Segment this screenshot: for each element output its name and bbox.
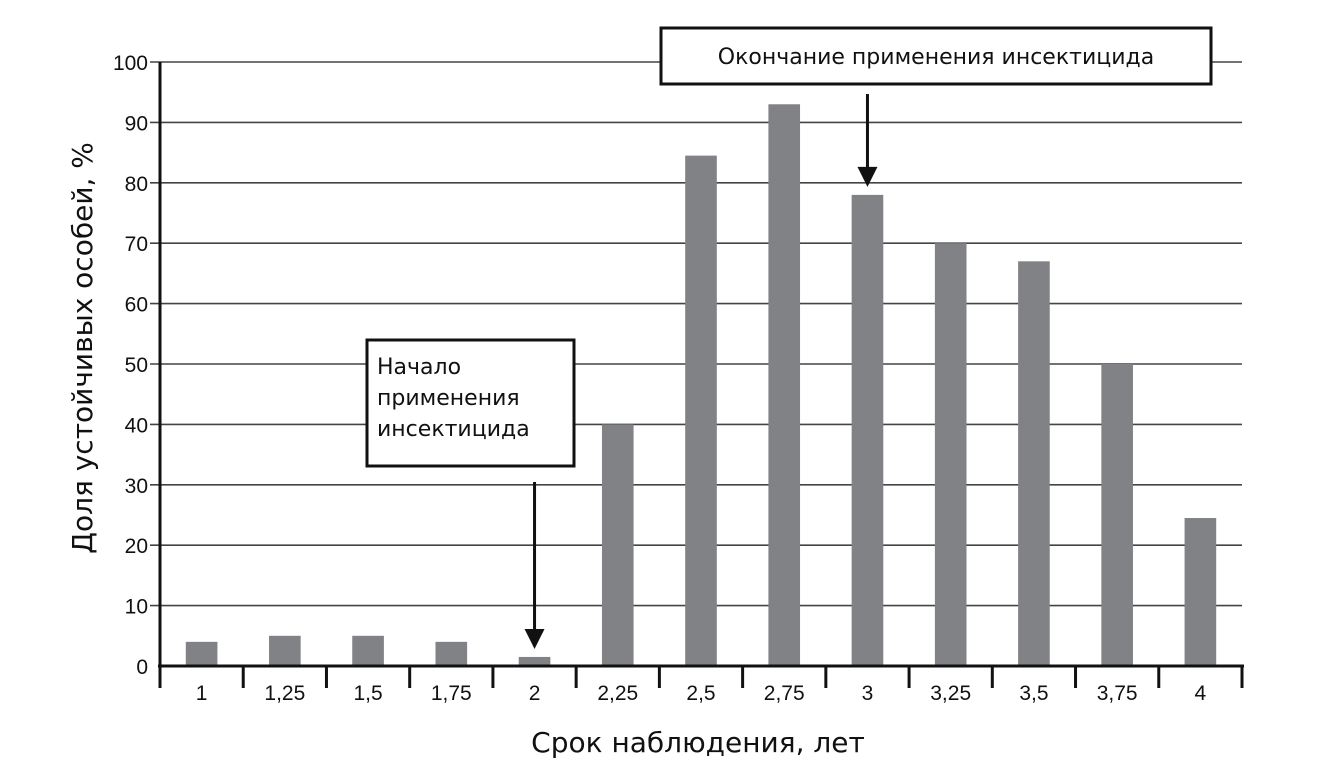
y-tick-labels: 0 10 20 30 40 50 60 70 80 90 100: [113, 52, 148, 679]
annotation-box: [659, 26, 1213, 86]
bars: [185, 104, 1217, 666]
x-tick-label: 3: [862, 682, 874, 705]
x-tick-labels: 1 1,25 1,5 1,75 2 2,25 2,5 2,75 3 3,25 3,5 3,75 4: [196, 682, 1207, 705]
x-tick-label: 3,5: [1019, 682, 1048, 705]
bar: [851, 194, 884, 666]
bar: [352, 635, 384, 666]
bar: [685, 155, 717, 666]
x-tick-label: 2,75: [764, 682, 805, 705]
annotation: Окончание применения инсектицида: [659, 26, 1213, 187]
bar: [601, 424, 634, 666]
bar: [1184, 518, 1217, 666]
annotations: Начало применения инсектицида Окончание при…: [365, 26, 1213, 649]
bar: [269, 635, 301, 666]
bar: [934, 243, 967, 666]
bar: [1101, 364, 1133, 666]
annotation-text: Окончание применения инсектицида: [718, 45, 1154, 70]
x-tick-label: 1,5: [353, 682, 382, 705]
x-tick-label: 3,25: [930, 682, 971, 705]
x-tick-label: 3,75: [1097, 682, 1138, 705]
x-tick-label: 1: [196, 682, 208, 705]
y-tick-label: 70: [125, 233, 148, 256]
bar: [435, 641, 468, 666]
annotation-arrow-head: [857, 166, 878, 187]
x-tick-label: 1,75: [431, 682, 472, 705]
x-tick-label: 4: [1195, 682, 1207, 705]
x-tick-label: 2,25: [597, 682, 638, 705]
y-tick-label: 80: [125, 173, 148, 196]
y-tick-label: 20: [125, 535, 148, 558]
annotation-text: Начало: [377, 355, 461, 380]
y-tick-label: 10: [125, 596, 148, 619]
y-tick-label: 60: [125, 294, 148, 317]
x-tick-label: 1,25: [264, 682, 305, 705]
annotation-box: [365, 338, 576, 468]
annotation-text: инсектицида: [377, 417, 530, 442]
bar: [1018, 261, 1050, 666]
y-tick-label: 30: [125, 475, 148, 498]
bar: [518, 656, 551, 666]
annotation-text: применения: [377, 386, 520, 411]
y-tick-label: 0: [136, 656, 148, 679]
x-tick-label: 2,5: [686, 682, 715, 705]
y-tick-label: 50: [125, 354, 148, 377]
y-tick-label: 100: [113, 52, 148, 75]
bar: [185, 641, 218, 666]
bar: [768, 104, 801, 666]
y-tick-label: 90: [125, 112, 148, 135]
annotation: Начало применения инсектицида: [365, 338, 576, 649]
x-tick-label: 2: [529, 682, 541, 705]
x-axis-title: Срок наблюдения, лет: [531, 726, 865, 759]
y-tick-label: 40: [125, 414, 148, 437]
axes: [158, 62, 1244, 688]
y-axis-title: Доля устойчивых особей, %: [66, 142, 99, 554]
annotation-arrow-head: [524, 628, 545, 649]
